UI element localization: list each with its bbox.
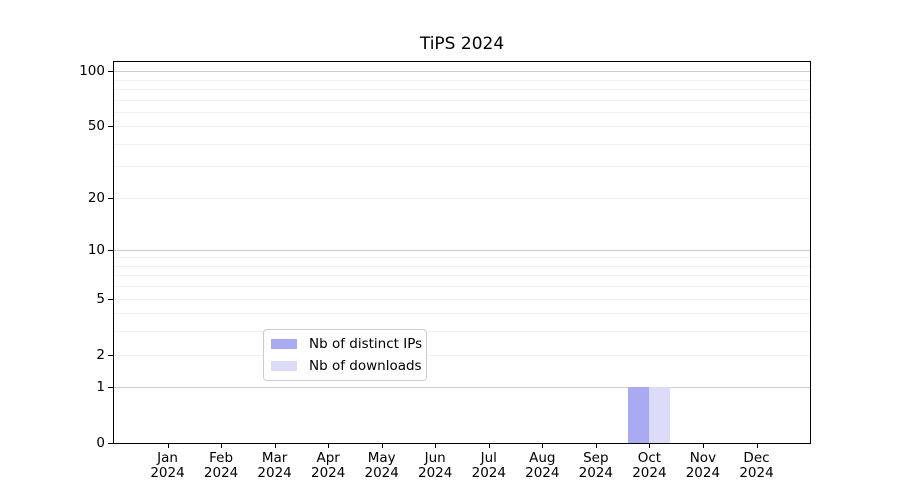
x-tick-label: Jul 2024	[472, 451, 506, 481]
y-minor-gridline	[114, 79, 810, 81]
x-tick-year: 2024	[257, 465, 292, 481]
y-tick-mark	[108, 71, 113, 72]
y-minor-gridline	[114, 99, 810, 101]
y-minor-gridline	[114, 197, 810, 199]
x-tick-label: Mar 2024	[257, 451, 291, 481]
y-tick-mark	[108, 197, 113, 199]
x-tick-mark	[595, 443, 597, 448]
x-tick-month: May	[367, 450, 396, 466]
y-major-gridline	[114, 387, 810, 389]
y-minor-gridline	[114, 313, 810, 315]
legend-swatch-icon	[271, 361, 297, 371]
legend-swatch-icon	[271, 339, 297, 349]
y-tick-label: 2	[96, 346, 105, 363]
y-major-gridline	[114, 249, 810, 251]
x-tick-month: Sep	[583, 450, 609, 466]
y-minor-gridline	[114, 286, 810, 288]
x-tick-month: Nov	[689, 450, 717, 466]
y-tick-mark	[108, 443, 113, 444]
x-tick-year: 2024	[739, 465, 774, 481]
y-tick-label: 20	[87, 189, 105, 206]
y-minor-gridline	[114, 331, 810, 333]
y-minor-gridline	[114, 354, 810, 356]
x-tick-mark	[328, 443, 330, 448]
x-tick-year: 2024	[150, 465, 185, 481]
x-tick-mark	[221, 443, 223, 448]
x-tick-month: Jun	[424, 450, 446, 466]
plot-area: 0 1 2 5 10 20 50 100 Jan 2024 Feb 2024 Mar 2024 Apr 202…	[79, 61, 811, 481]
bar-nb-of-distinct-ips	[628, 387, 650, 443]
x-tick-year: 2024	[525, 465, 560, 481]
y-tick-label: 100	[79, 63, 105, 79]
y-tick-mark	[108, 298, 113, 300]
x-tick-month: Dec	[743, 450, 770, 466]
x-tick-mark	[756, 443, 758, 448]
x-tick-month: Mar	[261, 450, 288, 466]
y-tick-label: 0	[96, 435, 105, 451]
y-minor-gridline	[114, 298, 810, 300]
x-tick-year: 2024	[203, 465, 239, 481]
x-tick-mark	[702, 443, 704, 448]
y-tick-label: 10	[87, 241, 105, 258]
x-tick-label: Aug 2024	[525, 451, 559, 481]
legend-label: Nb of distinct IPs	[309, 336, 423, 352]
x-tick-month: Oct	[637, 450, 662, 466]
x-tick-label: Nov 2024	[686, 451, 720, 481]
legend-label: Nb of downloads	[309, 358, 422, 374]
y-tick-mark	[108, 249, 113, 251]
y-tick-mark	[108, 387, 113, 389]
x-tick-mark	[488, 443, 490, 448]
x-tick-month: Jan	[157, 450, 178, 466]
x-tick-mark	[649, 443, 651, 448]
x-tick-year: 2024	[632, 465, 667, 481]
y-tick-mark	[108, 354, 113, 356]
legend-item: Nb of distinct IPs	[271, 336, 422, 352]
y-minor-gridline	[114, 126, 810, 128]
y-tick-label: 1	[96, 379, 105, 396]
legend: Nb of distinct IPs Nb of downloads	[263, 329, 427, 381]
x-tick-label: Apr 2024	[311, 451, 345, 481]
x-tick-label: Dec 2024	[739, 451, 773, 481]
y-minor-gridline	[114, 166, 810, 168]
bar-nb-of-downloads	[649, 387, 671, 443]
x-tick-year: 2024	[418, 465, 453, 481]
y-tick-mark	[108, 126, 113, 128]
x-tick-mark	[542, 443, 544, 448]
y-minor-gridline	[114, 88, 810, 90]
y-minor-gridline	[114, 275, 810, 277]
y-minor-gridline	[114, 111, 810, 113]
x-tick-month: Aug	[529, 450, 556, 466]
chart-title: TiPS 2024	[419, 34, 505, 54]
x-tick-mark	[381, 443, 383, 448]
x-tick-mark	[274, 443, 276, 448]
y-minor-gridline	[114, 143, 810, 145]
y-tick-label: 50	[87, 118, 105, 135]
x-tick-year: 2024	[578, 465, 613, 481]
x-tick-mark	[435, 443, 437, 448]
x-tick-month: Jul	[480, 450, 497, 466]
y-major-gridline	[114, 71, 810, 72]
y-minor-gridline	[114, 265, 810, 267]
x-tick-label: Jan 2024	[150, 451, 184, 481]
x-tick-month: Feb	[209, 450, 234, 466]
y-tick-label: 5	[96, 290, 105, 307]
x-tick-label: May 2024	[365, 451, 399, 481]
x-tick-label: Sep 2024	[579, 451, 613, 481]
x-tick-month: Apr	[316, 450, 340, 466]
x-tick-label: Feb 2024	[204, 451, 238, 481]
x-tick-year: 2024	[685, 465, 721, 481]
x-tick-mark	[167, 443, 169, 448]
x-tick-year: 2024	[311, 465, 346, 481]
legend-item: Nb of downloads	[271, 358, 422, 374]
x-tick-label: Oct 2024	[632, 451, 666, 481]
y-minor-gridline	[114, 257, 810, 259]
x-tick-label: Jun 2024	[418, 451, 452, 481]
x-tick-year: 2024	[471, 465, 506, 481]
x-tick-year: 2024	[364, 465, 399, 481]
